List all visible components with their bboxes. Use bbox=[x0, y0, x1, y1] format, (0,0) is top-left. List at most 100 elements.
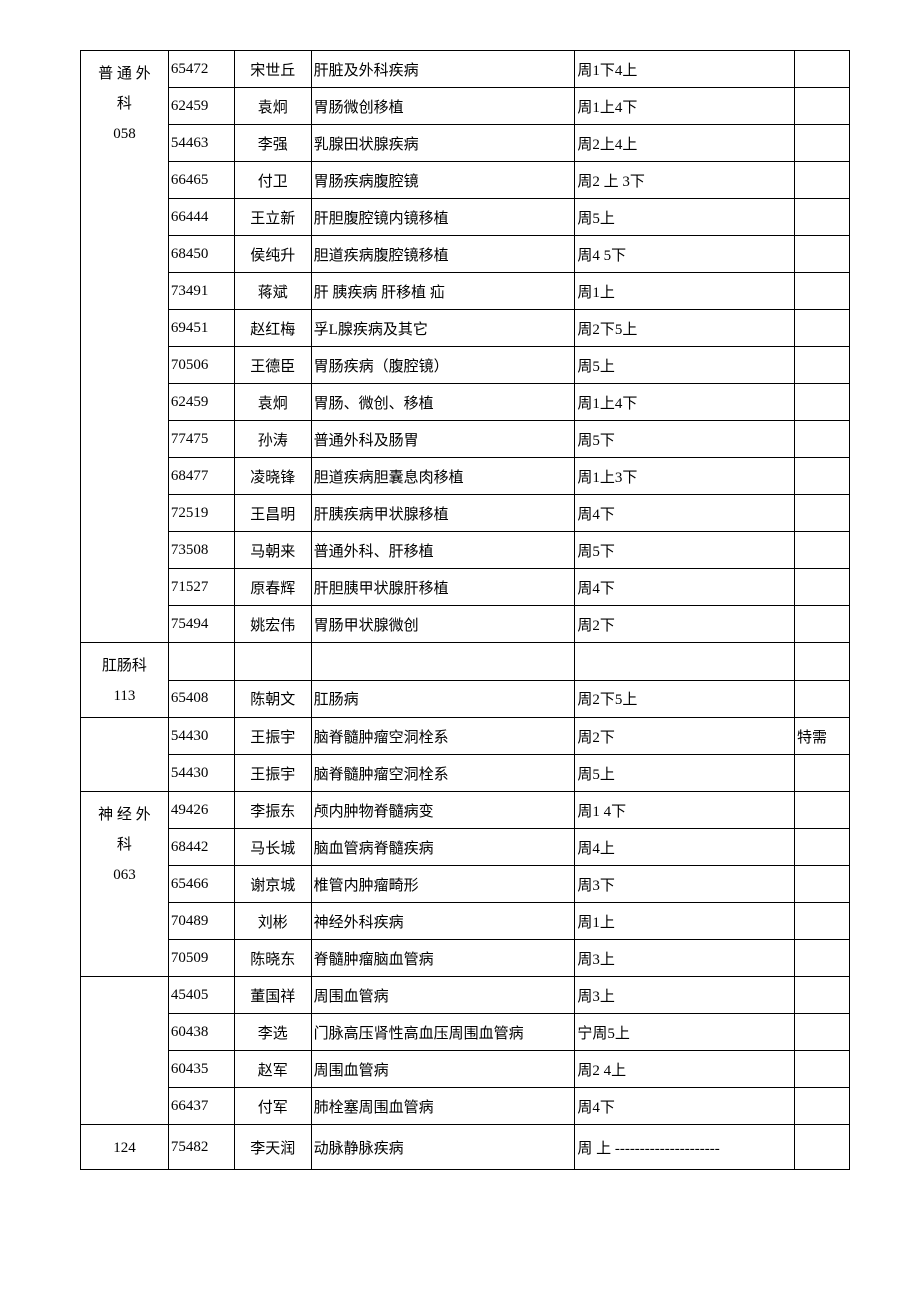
sched-cell: 周4上 bbox=[575, 829, 795, 866]
name-cell: 王昌明 bbox=[234, 495, 311, 532]
dept-cell-empty bbox=[81, 718, 169, 792]
table-row: 66437付军肺栓塞周围血管病周4下 bbox=[81, 1088, 850, 1125]
id-cell: 66437 bbox=[168, 1088, 234, 1125]
sched-cell: 周5下 bbox=[575, 421, 795, 458]
table-row: 73508马朝来普通外科、肝移植周5下 bbox=[81, 532, 850, 569]
table-row: 54430王振宇脑脊髓肿瘤空洞栓系周2下特需 bbox=[81, 718, 850, 755]
table-row: 12475482李天润动脉静脉疾病周 上 -------------------… bbox=[81, 1125, 850, 1170]
table-row: 68442马长城脑血管病脊髓疾病周4上 bbox=[81, 829, 850, 866]
sched-cell: 周5上 bbox=[575, 199, 795, 236]
id-cell: 60438 bbox=[168, 1014, 234, 1051]
name-cell: 王振宇 bbox=[234, 718, 311, 755]
table-row: 73491蒋斌肝 胰疾病 肝移植 疝周1上 bbox=[81, 273, 850, 310]
spec-cell: 乳腺田状腺疾病 bbox=[311, 125, 575, 162]
name-cell: 宋世丘 bbox=[234, 51, 311, 88]
table-row: 70489刘彬神经外科疾病周1上 bbox=[81, 903, 850, 940]
sched-cell: 周1 4下 bbox=[575, 792, 795, 829]
spec-cell: 肝胰疾病甲状腺移植 bbox=[311, 495, 575, 532]
dept-cell: 124 bbox=[81, 1125, 169, 1170]
name-cell: 赵红梅 bbox=[234, 310, 311, 347]
id-cell: 65408 bbox=[168, 680, 234, 718]
name-cell: 刘彬 bbox=[234, 903, 311, 940]
note-cell bbox=[795, 1051, 850, 1088]
id-cell: 69451 bbox=[168, 310, 234, 347]
note-cell bbox=[795, 495, 850, 532]
spec-cell: 胆道疾病腹腔镜移植 bbox=[311, 236, 575, 273]
id-cell: 72519 bbox=[168, 495, 234, 532]
table-row: 66465付卫胃肠疾病腹腔镜周2 上 3下 bbox=[81, 162, 850, 199]
table-row: 68450侯纯升胆道疾病腹腔镜移植周4 5下 bbox=[81, 236, 850, 273]
note-cell bbox=[795, 458, 850, 495]
note-cell bbox=[795, 755, 850, 792]
name-cell: 谢京城 bbox=[234, 866, 311, 903]
sched-cell: 周2下 bbox=[575, 606, 795, 643]
spec-cell: 胃肠、微创、移植 bbox=[311, 384, 575, 421]
note-cell bbox=[795, 384, 850, 421]
sched-cell bbox=[575, 643, 795, 681]
note-cell bbox=[795, 310, 850, 347]
sched-cell: 周3上 bbox=[575, 940, 795, 977]
spec-cell: 周围血管病 bbox=[311, 977, 575, 1014]
sched-cell: 周1上 bbox=[575, 273, 795, 310]
id-cell: 70509 bbox=[168, 940, 234, 977]
sched-cell: 周1上3下 bbox=[575, 458, 795, 495]
note-cell bbox=[795, 162, 850, 199]
note-cell bbox=[795, 421, 850, 458]
note-cell: 特需 bbox=[795, 718, 850, 755]
name-cell: 王振宇 bbox=[234, 755, 311, 792]
id-cell: 77475 bbox=[168, 421, 234, 458]
table-row: 45405董国祥周围血管病周3上 bbox=[81, 977, 850, 1014]
sched-cell: 周5下 bbox=[575, 532, 795, 569]
sched-cell: 周2上4上 bbox=[575, 125, 795, 162]
spec-cell: 胃肠微创移植 bbox=[311, 88, 575, 125]
name-cell: 陈朝文 bbox=[234, 680, 311, 718]
spec-cell: 肛肠病 bbox=[311, 680, 575, 718]
name-cell: 李振东 bbox=[234, 792, 311, 829]
spec-cell: 孚L腺疾病及其它 bbox=[311, 310, 575, 347]
name-cell: 凌晓锋 bbox=[234, 458, 311, 495]
dept-cell: 普 通 外科058 bbox=[81, 51, 169, 643]
name-cell: 王德臣 bbox=[234, 347, 311, 384]
note-cell bbox=[795, 88, 850, 125]
id-cell: 54430 bbox=[168, 718, 234, 755]
spec-cell: 动脉静脉疾病 bbox=[311, 1125, 575, 1170]
note-cell bbox=[795, 829, 850, 866]
table-row: 70509陈晓东脊髓肿瘤脑血管病周3上 bbox=[81, 940, 850, 977]
name-cell: 付军 bbox=[234, 1088, 311, 1125]
spec-cell: 胆道疾病胆囊息肉移植 bbox=[311, 458, 575, 495]
sched-cell: 周4下 bbox=[575, 569, 795, 606]
id-cell: 45405 bbox=[168, 977, 234, 1014]
table-row: 65466谢京城椎管内肿瘤畸形周3下 bbox=[81, 866, 850, 903]
note-cell bbox=[795, 1125, 850, 1170]
note-cell bbox=[795, 903, 850, 940]
id-cell: 70489 bbox=[168, 903, 234, 940]
name-cell: 赵军 bbox=[234, 1051, 311, 1088]
table-row: 65408陈朝文肛肠病周2下5上 bbox=[81, 680, 850, 718]
id-cell: 54430 bbox=[168, 755, 234, 792]
spec-cell: 椎管内肿瘤畸形 bbox=[311, 866, 575, 903]
sched-cell: 周3下 bbox=[575, 866, 795, 903]
sched-cell: 周1上4下 bbox=[575, 88, 795, 125]
sched-cell: 周4下 bbox=[575, 495, 795, 532]
spec-cell: 周围血管病 bbox=[311, 1051, 575, 1088]
sched-cell: 周1上4下 bbox=[575, 384, 795, 421]
sched-cell: 周5上 bbox=[575, 347, 795, 384]
name-cell: 袁炯 bbox=[234, 88, 311, 125]
id-cell bbox=[168, 643, 234, 681]
sched-cell: 周4 5下 bbox=[575, 236, 795, 273]
id-cell: 60435 bbox=[168, 1051, 234, 1088]
sched-cell: 周3上 bbox=[575, 977, 795, 1014]
sched-cell: 周2下5上 bbox=[575, 680, 795, 718]
table-row: 普 通 外科05865472宋世丘肝脏及外科疾病周1下4上 bbox=[81, 51, 850, 88]
name-cell: 李选 bbox=[234, 1014, 311, 1051]
table-row: 70506王德臣胃肠疾病（腹腔镜）周5上 bbox=[81, 347, 850, 384]
id-cell: 73508 bbox=[168, 532, 234, 569]
id-cell: 65466 bbox=[168, 866, 234, 903]
name-cell: 原春辉 bbox=[234, 569, 311, 606]
spec-cell: 颅内肿物脊髓病变 bbox=[311, 792, 575, 829]
sched-cell: 周5上 bbox=[575, 755, 795, 792]
note-cell bbox=[795, 792, 850, 829]
spec-cell: 神经外科疾病 bbox=[311, 903, 575, 940]
name-cell: 李天润 bbox=[234, 1125, 311, 1170]
note-cell bbox=[795, 125, 850, 162]
